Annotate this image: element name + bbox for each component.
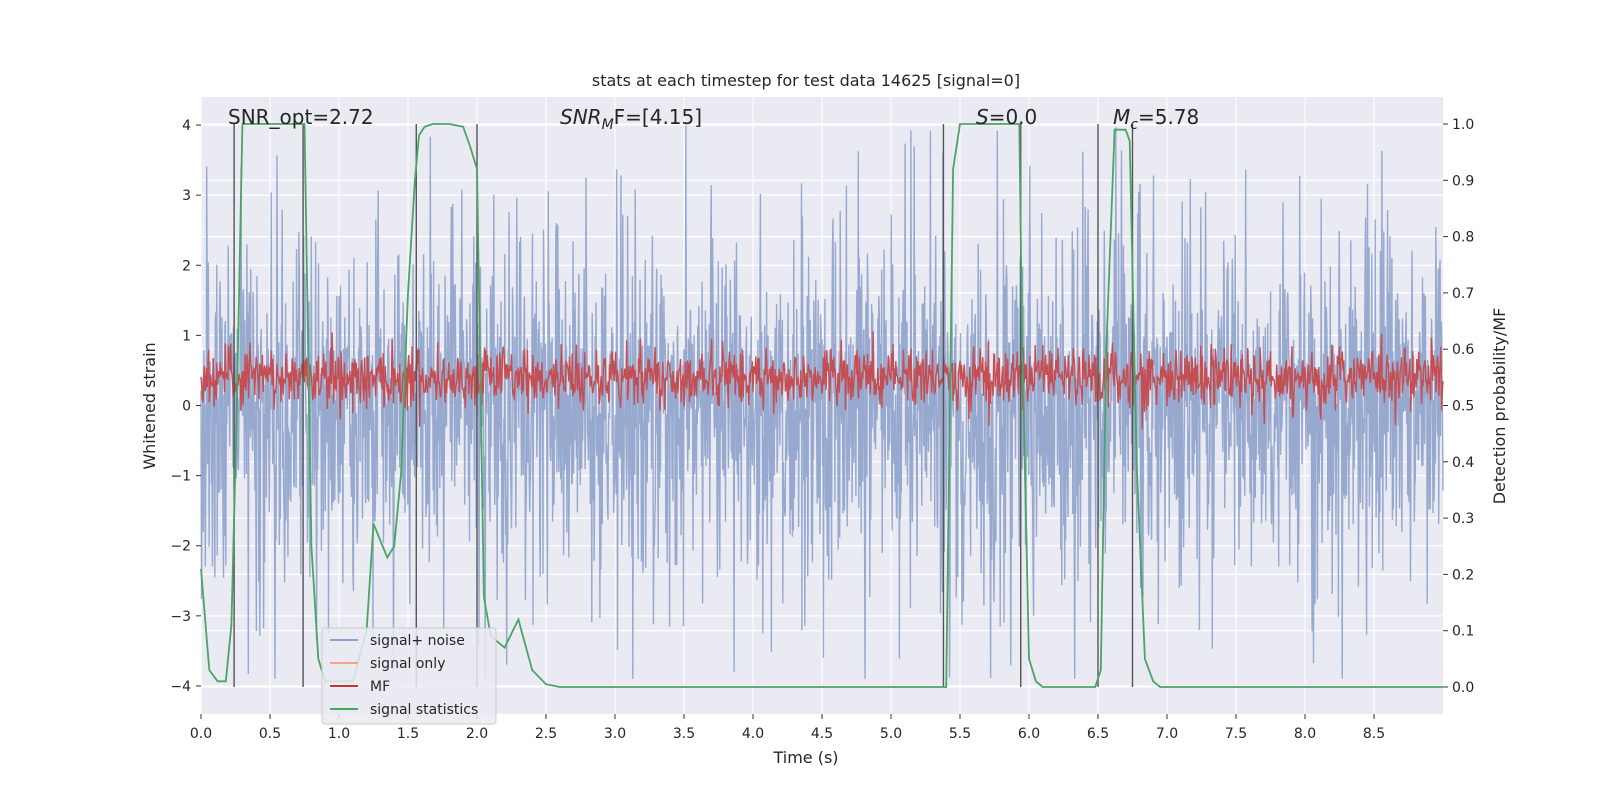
legend-label-signal-noise: signal+ noise	[370, 633, 465, 649]
x-tick-label: 2.5	[535, 726, 557, 742]
x-tick-label: 0.5	[259, 726, 281, 742]
x-tick-label: 2.0	[466, 726, 488, 742]
annotation-s: S=0.0	[976, 105, 1037, 129]
right-y-tick-label: 0.2	[1452, 567, 1474, 583]
left-y-tick-label: −4	[170, 679, 191, 695]
x-tick-label: 4.0	[742, 726, 764, 742]
x-tick-label: 3.5	[673, 726, 695, 742]
right-y-tick-label: 0.1	[1452, 624, 1474, 640]
legend-label-signal-only: signal only	[370, 656, 445, 672]
x-tick-label: 0.0	[190, 726, 212, 742]
x-tick-label: 8.0	[1294, 726, 1316, 742]
event-boundary-lines	[233, 124, 1134, 687]
right-y-tick-label: 0.6	[1452, 342, 1474, 358]
x-tick-label: 1.5	[397, 726, 419, 742]
left-y-tick-label: 0	[182, 399, 191, 415]
series-signal-statistics-line	[200, 123, 1443, 688]
left-y-tick-label: 2	[182, 258, 191, 274]
left-y-tick-label: 3	[182, 188, 191, 204]
legend-box	[321, 627, 497, 725]
x-tick-label: 5.5	[949, 726, 971, 742]
x-tick-label: 1.0	[328, 726, 350, 742]
left-y-tick-label: 4	[182, 118, 191, 134]
right-y-axis-label: Detection probability/MF	[1490, 308, 1509, 505]
right-y-tick-label: 0.3	[1452, 511, 1474, 527]
left-y-tick-label: 1	[182, 328, 191, 344]
legend: signal+ noise signal only MF signal stat…	[321, 627, 497, 725]
x-tick-label: 3.0	[604, 726, 626, 742]
annotation-mc: Mc=5.78	[1113, 105, 1199, 133]
right-y-tick-label: 1.0	[1452, 117, 1474, 133]
series-mf-line	[200, 331, 1444, 430]
right-y-tick-label: 0.8	[1452, 230, 1474, 246]
annotation-snr-mf: SNRMF=[4.15]	[560, 105, 702, 133]
right-y-tick-label: 0.9	[1452, 173, 1474, 189]
x-axis-label: Time (s)	[772, 748, 838, 767]
right-y-tick-label: 0.5	[1452, 399, 1474, 415]
right-y-axis-ticks: 1.0 0.9 0.8 0.7 0.6 0.5 0.4 0.3 0.2 0.1 0.0	[1443, 117, 1474, 696]
x-tick-label: 6.5	[1087, 726, 1109, 742]
left-y-axis-ticks: 4 3 2 1 0 −1 −2 −3 −4	[170, 118, 201, 695]
annotation-snr-opt: SNR_opt=2.72	[228, 105, 374, 129]
right-y-tick-label: 0.4	[1452, 455, 1474, 471]
left-y-tick-label: −1	[170, 469, 191, 485]
x-axis-ticks: 0.0 0.5 1.0 1.5 2.0 2.5 3.0 3.5 4.0 4.5 5.0 5.5 6.0 6…	[190, 714, 1385, 742]
legend-label-signal-statistics: signal statistics	[370, 702, 478, 718]
x-tick-label: 7.0	[1156, 726, 1178, 742]
legend-label-mf: MF	[370, 679, 390, 695]
chart-title: stats at each timestep for test data 146…	[592, 71, 1020, 90]
x-tick-label: 5.0	[880, 726, 902, 742]
x-tick-label: 4.5	[811, 726, 833, 742]
left-y-tick-label: −3	[170, 609, 191, 625]
left-y-axis-label: Whitened strain	[140, 342, 159, 469]
x-tick-label: 7.5	[1225, 726, 1247, 742]
x-tick-label: 8.5	[1363, 726, 1385, 742]
x-tick-label: 6.0	[1018, 726, 1040, 742]
right-y-tick-label: 0.0	[1452, 680, 1474, 696]
right-y-tick-label: 0.7	[1452, 286, 1474, 302]
left-y-tick-label: −2	[170, 539, 191, 555]
